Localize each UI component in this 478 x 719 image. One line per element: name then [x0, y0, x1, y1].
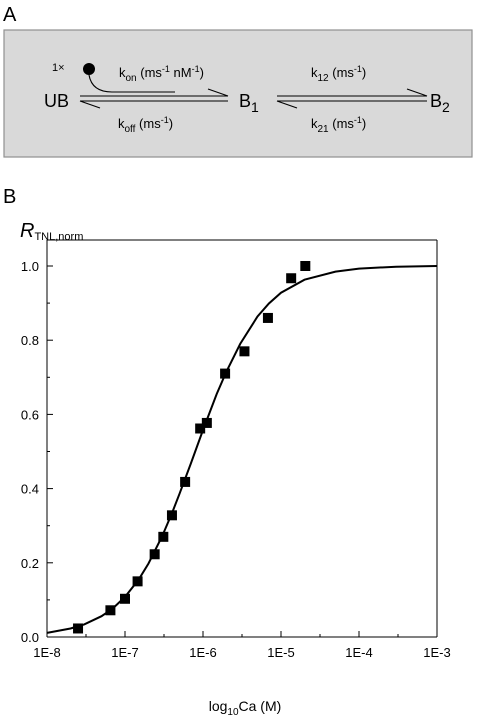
calcium-ion-icon: [83, 63, 95, 75]
x-tick-label: 1E-3: [423, 645, 450, 660]
x-tick-label: 1E-7: [111, 645, 138, 660]
equilibrium-arrows-1: [79, 88, 229, 109]
y-tick-label: 0.4: [21, 482, 39, 497]
data-point: [300, 261, 311, 271]
ub-label: UB: [44, 91, 69, 111]
fit-curve: [46, 265, 438, 634]
x-tick-label: 1E-5: [267, 645, 294, 660]
data-point: [73, 623, 84, 634]
y-tick-label: 0.8: [21, 333, 39, 348]
b1-label: B1: [239, 91, 259, 115]
x-axis-label: log10Ca (M): [209, 698, 282, 718]
data-point: [158, 531, 169, 542]
data-point: [239, 346, 250, 357]
dose-response-chart: RTNL,norm 0.00.20.40.60.81.01E-8 1E-7 1E-6…: [20, 220, 451, 718]
x-tick-label: 1E-6: [189, 645, 216, 660]
data-point: [180, 476, 191, 487]
k21-label: k21 (ms-1): [311, 115, 366, 135]
equilibrium-arrows-2: [276, 88, 428, 109]
y-tick-label: 1.0: [21, 259, 39, 274]
x-tick-label: 1E-4: [345, 645, 372, 660]
data-point: [166, 510, 177, 521]
data-point: [262, 312, 273, 323]
binding-curve-arrow: [88, 74, 175, 93]
data-point: [201, 417, 212, 428]
panel-b-label: B: [3, 186, 17, 208]
y-tick-label: 0.6: [21, 407, 39, 422]
x-tick-label: 1E-8: [33, 645, 60, 660]
data-point: [132, 576, 143, 587]
data-point: [286, 273, 297, 284]
data-point: [120, 593, 130, 604]
k12-label: k12 (ms-1): [311, 64, 366, 84]
panel-a-label: A: [3, 4, 17, 26]
reaction-scheme: 1× kon (ms-1 nM-1) UB koff (ms-1) B1 k12…: [3, 29, 473, 158]
y-tick-label: 0.0: [21, 630, 39, 645]
data-point: [105, 605, 116, 616]
data-point: [220, 368, 231, 379]
koff-label: koff (ms-1): [118, 115, 173, 135]
scheme-box: [3, 29, 473, 158]
data-point: [149, 549, 160, 560]
multiplier-label: 1×: [52, 62, 65, 74]
kon-label: kon (ms-1 nM-1): [119, 64, 204, 84]
b2-label: B2: [430, 91, 450, 115]
y-tick-label: 0.2: [21, 556, 39, 571]
data-point: [195, 423, 206, 434]
